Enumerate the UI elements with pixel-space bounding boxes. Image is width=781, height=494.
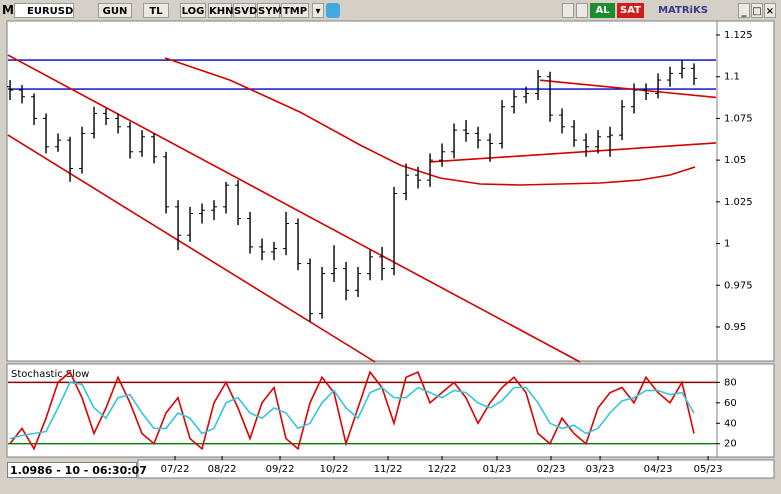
y-tick-label: 1.1 [724, 72, 740, 83]
trend-line [540, 79, 717, 99]
x-tick-label: 12/22 [428, 464, 457, 475]
trend-line [429, 142, 717, 163]
dropdown[interactable]: ▾ [312, 3, 324, 18]
settings-icon[interactable] [562, 3, 574, 18]
toolbar-button[interactable]: TL [143, 3, 169, 18]
x-tick-label: 11/22 [374, 464, 403, 475]
y-tick-label: 1.05 [724, 155, 746, 166]
status-readout: 1.0986 - 10 - 06:30:07 [7, 462, 147, 478]
indicator-line [9, 370, 695, 451]
x-tick-label: 08/22 [208, 464, 237, 475]
maximize[interactable]: □ [751, 3, 763, 18]
price-panel [6, 20, 718, 362]
time-axis-panel [137, 459, 775, 479]
toolbar-button[interactable]: KHN [208, 3, 234, 18]
x-tick-label: 07/22 [161, 464, 190, 475]
x-tick-label: 01/23 [483, 464, 512, 475]
x-tick-label: 10/22 [320, 464, 349, 475]
toolbar-button[interactable]: LOG [180, 3, 206, 18]
sell-button[interactable]: SAT [617, 3, 644, 18]
trend-line [7, 134, 376, 363]
minimize[interactable]: _ [738, 3, 750, 18]
toolbar-button[interactable]: SYM [257, 3, 282, 18]
x-tick-label: 05/23 [694, 464, 723, 475]
y-tick-label: 40 [724, 418, 737, 429]
y-tick-label: 1.125 [724, 30, 753, 41]
x-tick-label: 02/23 [537, 464, 566, 475]
x-tick-label: 04/23 [644, 464, 673, 475]
logo: M [2, 3, 14, 17]
price-axis-panel [716, 20, 775, 362]
y-tick-label: 0.975 [724, 280, 753, 291]
y-tick-label: 1 [724, 239, 730, 250]
indicator-title: Stochastic,Slow [11, 369, 89, 380]
brand: MATRiKS [658, 5, 708, 16]
y-tick-label: 1.075 [724, 113, 753, 124]
x-tick-label: 03/23 [586, 464, 615, 475]
y-tick-label: 0.95 [724, 322, 746, 333]
y-tick-label: 1.025 [724, 197, 753, 208]
symbol-box[interactable]: EURUSD [14, 3, 74, 18]
buy-button[interactable]: AL [590, 3, 615, 18]
y-tick-label: 80 [724, 377, 737, 388]
indicator-line [9, 381, 695, 440]
stochastic-axis-panel [716, 363, 775, 458]
y-tick-label: 20 [724, 439, 737, 450]
trend-line [7, 54, 581, 363]
x-tick-label: 09/22 [266, 464, 295, 475]
close[interactable]: × [764, 3, 776, 18]
toolbar-button[interactable]: TMP [281, 3, 309, 18]
overlay-curve [164, 57, 696, 186]
refresh-icon[interactable] [576, 3, 588, 18]
toolbar-button[interactable]: GUN [98, 3, 132, 18]
toolbar-button[interactable]: SVD [233, 3, 257, 18]
share-icon[interactable] [326, 3, 340, 18]
y-tick-label: 60 [724, 398, 737, 409]
